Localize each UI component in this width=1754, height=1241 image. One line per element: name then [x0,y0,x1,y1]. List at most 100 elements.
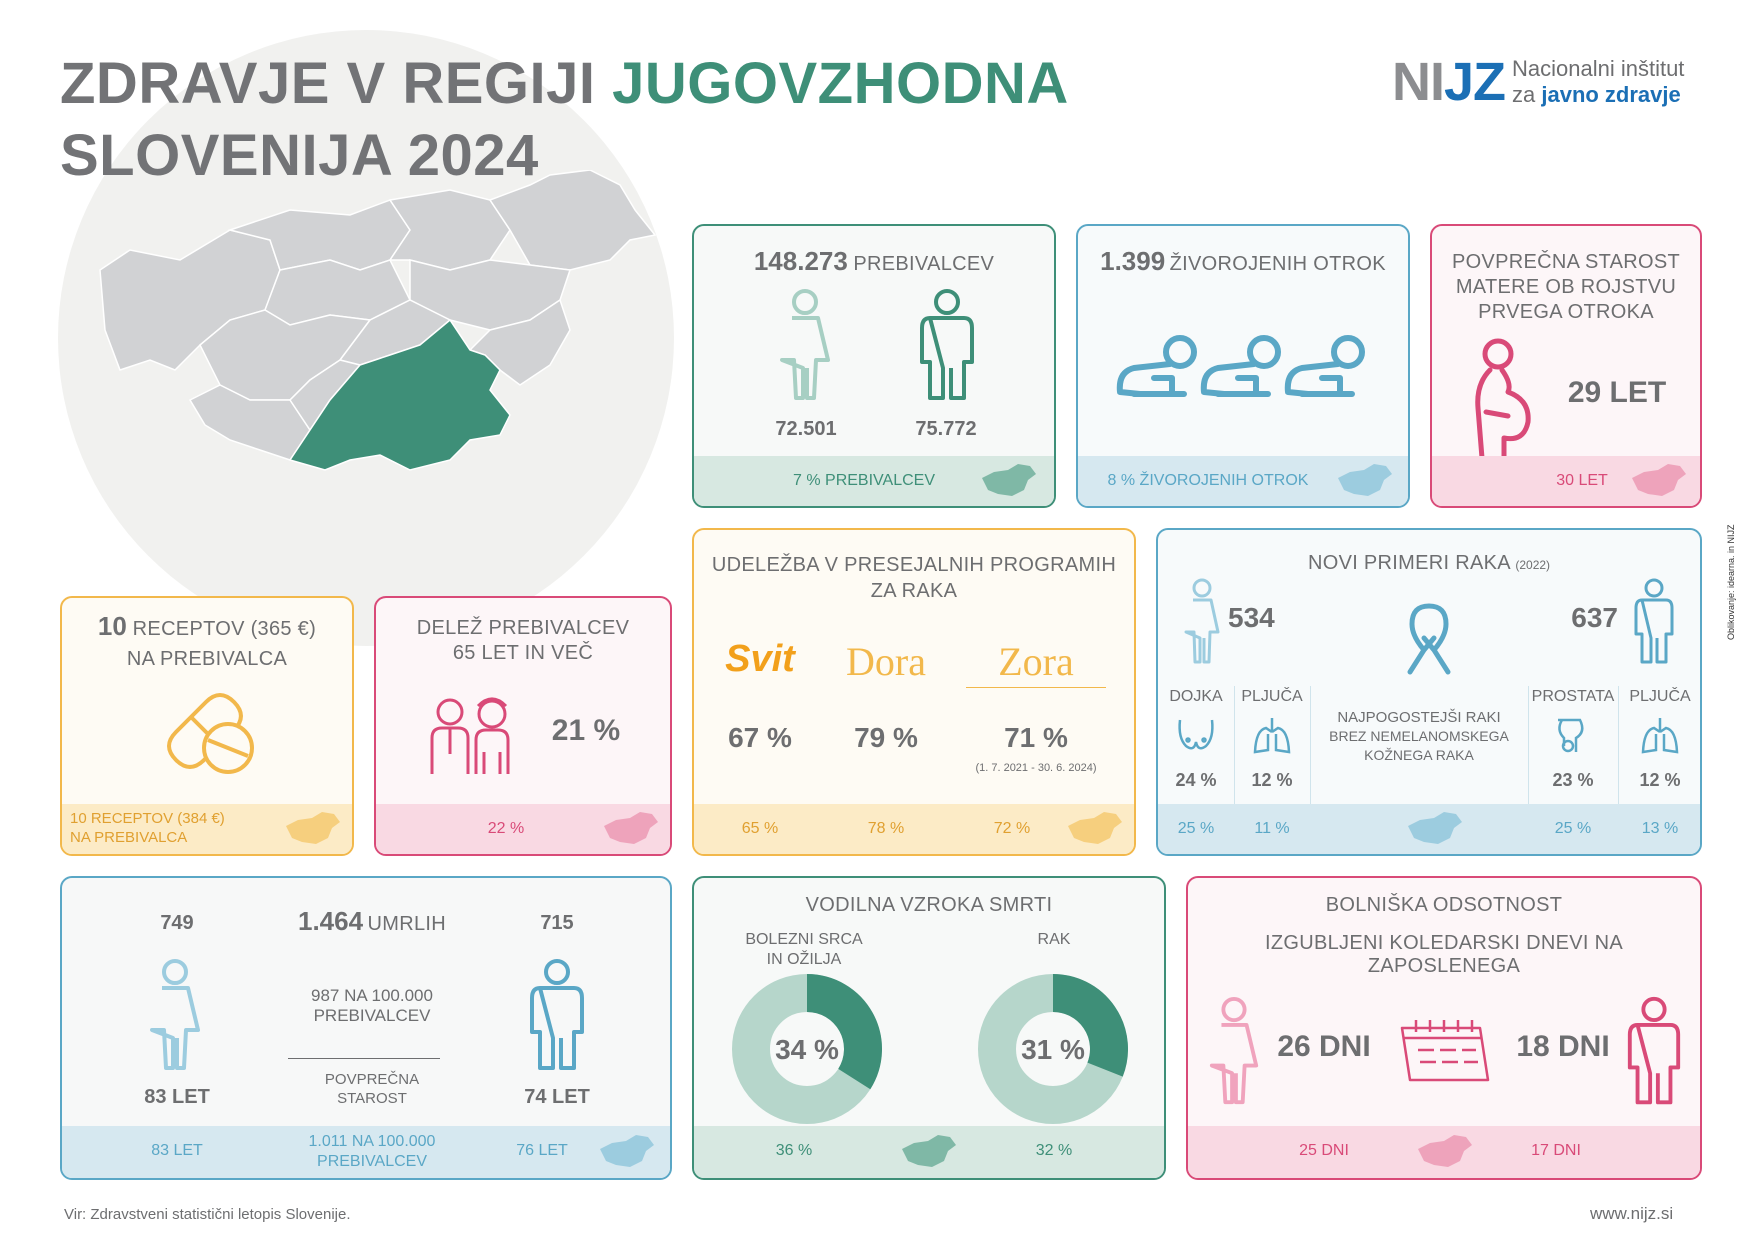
elderly-line2: 65 LET IN VEČ [452,642,594,664]
slovenia-band: 30 LET [1432,456,1700,506]
divider [1528,686,1529,854]
screening-line1: UDELEŽBA V PRESEJALNIH PROGRAMIH [711,554,1117,576]
deaths-age-label1: POVPREČNA [324,1071,420,1088]
sick-leave-male: 18 DNI [1516,1030,1610,1063]
mother-age-card: POVPREČNA STAROST MATERE OB ROJSTVU PRVE… [1430,224,1702,508]
cancer-card: NOVI PRIMERI RAKA (2022) 534 637 DOJKA P… [1156,528,1702,856]
deaths-card: 749 1.464 UMRLIH 715 987 NA 100.000 PREB… [60,876,672,1180]
screening-line2: ZA RAKA [870,580,958,602]
lungs-icon [1641,718,1679,754]
deaths-slovenia-male-age: 76 LET [516,1142,568,1159]
slovenia-band: 25 % 11 % 25 % 13 % [1158,804,1700,854]
sick-leave-slovenia-male: 17 DNI [1531,1142,1581,1159]
donut-cancer-segment [1052,974,1128,1077]
man-icon [530,959,584,1070]
woman-icon [1184,578,1220,664]
logo-line1: Nacionalni inštitut [1512,56,1685,81]
divider [1234,686,1235,854]
cancer-mid-line3: KOŽNEGA RAKA [1364,747,1474,763]
slovenia-region-map [99,170,657,471]
deaths-age-label2: STAROST [337,1090,407,1107]
cause-cvd-slovenia: 36 % [775,1142,813,1159]
cause-cancer-slovenia: 32 % [1035,1142,1073,1159]
cancer-female: 534 [1228,602,1275,633]
logo-letters-jz: JZ [1444,52,1506,112]
man-icon [1634,578,1674,664]
prescriptions-label1: RECEPTOV (365 €) [126,618,317,640]
donut-cancer: 31 % [978,974,1128,1124]
dora-slovenia: 78 % [867,820,905,837]
logo-line2b: javno zdravje [1541,82,1681,107]
woman-icon [780,289,830,400]
slovenia-band: 7 % PREBIVALCEV [694,456,1054,506]
slovenia-map-icon [600,1135,654,1167]
baby-icon [1116,335,1365,397]
slovenia-map-icon [982,464,1036,496]
slovenia-map-icon [1418,1135,1472,1167]
zora-value: 71 % [1004,722,1068,753]
elderly-slovenia: 22 % [487,820,525,837]
deaths-slovenia-rate2: PREBIVALCEV [317,1153,427,1170]
population-total: 148.273 [753,246,848,276]
footer-url[interactable]: www.nijz.si [1590,1204,1674,1223]
divider [1618,686,1619,854]
slovenia-map-icon [1338,464,1392,496]
cause-cancer-value: 31 % [1021,1034,1085,1065]
cancer-male: 637 [1571,602,1618,633]
births-total: 1.399 [1100,246,1166,276]
prescriptions-slovenia2: NA PREBIVALCA [70,829,188,846]
population-male: 75.772 [915,418,977,440]
population-label: PREBIVALCEV [853,253,995,275]
man-icon [1627,996,1681,1105]
lungs-icon [1253,718,1291,754]
cancer-year: (2022) [1515,558,1551,572]
births-share: 8 % ŽIVOROJENIH OTROK [1107,472,1309,489]
births-card: 1.399 ŽIVOROJENIH OTROK 8 % ŽIVOROJENIH … [1076,224,1410,508]
woman-icon [1209,996,1259,1105]
deaths-male: 715 [540,912,574,934]
cause-cvd-label1: BOLEZNI SRCA [745,931,863,948]
slovenia-band: 65 % 78 % 72 % [694,804,1134,854]
elderly-line1: DELEŽ PREBIVALCEV [416,617,630,639]
cancer-site-prostate-value: 23 % [1552,770,1594,790]
deaths-slovenia-female-age: 83 LET [151,1142,203,1159]
deaths-rate1: 987 NA 100.000 [311,986,433,1005]
slovenia-band: 22 % [376,804,670,854]
woman-icon [150,959,200,1070]
slovenia-band: 10 RECEPTOV (384 €) NA PREBIVALCA [62,804,352,854]
sick-leave-card: BOLNIŠKA ODSOTNOST IZGUBLJENI KOLEDARSKI… [1186,876,1702,1180]
pill-icon [167,693,254,774]
deaths-total: 1.464 [297,906,364,936]
title-region: JUGOVZHODNA [612,51,1069,116]
zora-logo: Zora [966,638,1106,688]
mother-age-value: 29 LET [1567,376,1667,409]
man-icon [920,289,974,400]
deaths-male-age: 74 LET [524,1086,590,1108]
cancer-site-lungs-f-label: PLJUČA [1241,688,1303,705]
cancer-breast-slovenia: 25 % [1177,820,1215,837]
sick-leave-slovenia-female: 25 DNI [1299,1142,1349,1159]
slovenia-band: 36 % 32 % [694,1126,1164,1178]
cause-cvd-label2: IN OŽILJA [766,951,842,968]
mother-age-line1: POVPREČNA STAROST [1451,251,1681,273]
cancer-mid-line1: NAJPOGOSTEJŠI RAKI [1337,709,1501,726]
cause-cvd-value: 34 % [775,1034,839,1065]
svit-value: 67 % [728,722,792,753]
causes-title: VODILNA VZROKA SMRTI [805,894,1053,916]
design-credit: Oblikovanje: idearna. in NIJZ [1726,524,1736,640]
elderly-value: 21 % [551,714,621,747]
cancer-prostate-slovenia: 25 % [1554,820,1592,837]
population-share: 7 % PREBIVALCEV [793,472,935,489]
sick-leave-title: BOLNIŠKA ODSOTNOST [1325,894,1563,916]
slovenia-band: 25 DNI 17 DNI [1188,1126,1700,1178]
footer-source: Vir: Zdravstveni statistični letopis Slo… [64,1206,351,1223]
slovenia-band: 8 % ŽIVOROJENIH OTROK [1078,456,1408,506]
donut-cvd-segment [806,974,882,1090]
svit-logo: Svit [725,638,795,680]
cancer-site-breast-value: 24 % [1175,770,1217,790]
population-card: 148.273 PREBIVALCEV 72.501 75.772 7 % PR… [692,224,1056,508]
births-label: ŽIVOROJENIH OTROK [1169,253,1386,275]
prostate-icon [1558,718,1584,753]
dora-logo: Dora [846,639,926,684]
deaths-rate2: PREBIVALCEV [313,1006,431,1025]
